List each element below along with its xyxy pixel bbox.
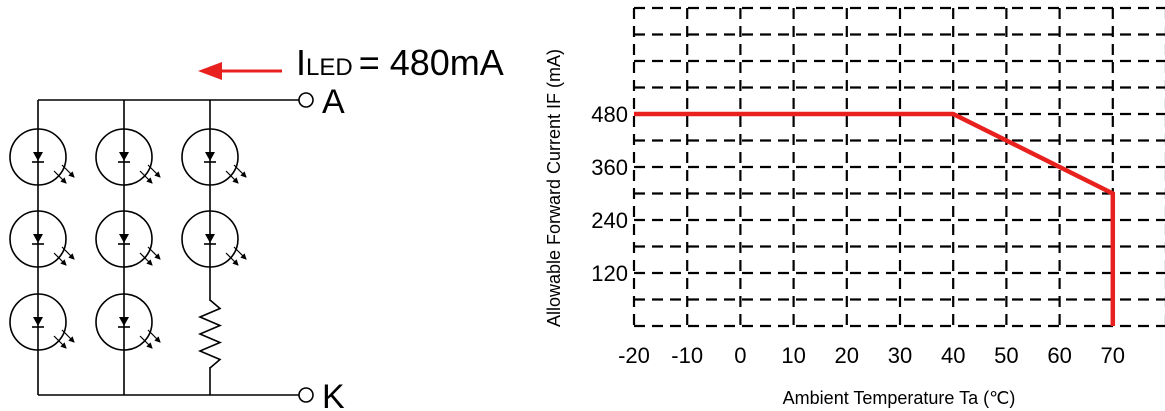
emission-arrow [53,170,67,184]
emission-arrow [225,252,239,266]
diode-triangle [119,234,129,243]
led-symbol [9,210,75,268]
led-string-1 [9,100,75,395]
led-symbol [181,210,247,268]
diode-triangle [205,234,215,243]
led-body [181,210,239,268]
emission-arrow [139,252,153,266]
chart-series [634,111,1116,326]
diode-triangle [33,152,43,161]
led-symbol [95,210,161,268]
current-label: ILED = 480mA [296,42,504,83]
emission-arrow [147,329,161,343]
terminal-k-label: K [322,378,345,411]
y-tick-labels: 120 240 360 480 [591,102,628,286]
emission-arrow [61,164,75,178]
emission-arrow [139,335,153,349]
led-string-3 [181,100,247,395]
resistor [197,299,223,369]
x-tick-label: -10 [671,343,703,368]
led-string-2 [95,100,161,395]
y-axis-label: Allowable Forward Current IF (mA) [544,49,564,327]
emission-arrow [147,164,161,178]
led-body [95,210,153,268]
current-value: = 480mA [359,42,504,83]
led-circuit-diagram: ILED = 480mA A K [9,42,504,411]
x-axis-label: Ambient Temperature Ta (℃) [783,388,1016,408]
led-body [9,293,67,351]
y-tick-label: 480 [591,102,628,127]
led-body [9,128,67,186]
diode-triangle [119,317,129,326]
anode-terminal [298,92,314,108]
led-body [9,210,67,268]
led-symbol [95,293,161,351]
derating-chart: -20 -10 0 10 20 30 40 50 60 70 120 240 360 480 Ambie… [544,6,1165,408]
terminal-a-label: A [322,83,345,121]
emission-arrow [53,335,67,349]
current-arrow [198,62,282,80]
x-tick-label: 30 [888,343,912,368]
y-tick-label: 120 [591,261,628,286]
diode-triangle [33,317,43,326]
x-tick-label: -20 [618,343,650,368]
led-symbol [181,128,247,186]
x-tick-label: 70 [1101,343,1125,368]
led-strings [9,100,247,395]
led-symbol [9,293,75,351]
current-arrow-head [198,62,222,80]
current-symbol: I [296,42,306,83]
x-tick-label: 20 [835,343,859,368]
diode-triangle [33,234,43,243]
x-tick-labels: -20 -10 0 10 20 30 40 50 60 70 [618,343,1125,368]
diode-triangle [119,152,129,161]
cathode-terminal [298,387,314,403]
series-line-1 [634,111,1116,326]
emission-arrow [225,170,239,184]
x-tick-label: 60 [1047,343,1071,368]
y-tick-label: 360 [591,155,628,180]
led-body [181,128,239,186]
x-tick-label: 0 [734,343,746,368]
x-tick-label: 40 [941,343,965,368]
emission-arrow [61,329,75,343]
emission-arrow [61,246,75,260]
diode-triangle [205,152,215,161]
led-symbol [95,128,161,186]
led-body [95,128,153,186]
current-subscript: LED [306,54,353,81]
emission-arrow [139,170,153,184]
chart-grid [632,6,1165,328]
emission-arrow [233,246,247,260]
emission-arrow [147,246,161,260]
emission-arrow [233,164,247,178]
x-tick-label: 50 [994,343,1018,368]
led-body [95,293,153,351]
led-symbol [9,128,75,186]
y-tick-label: 240 [591,208,628,233]
x-tick-label: 10 [781,343,805,368]
emission-arrow [53,252,67,266]
